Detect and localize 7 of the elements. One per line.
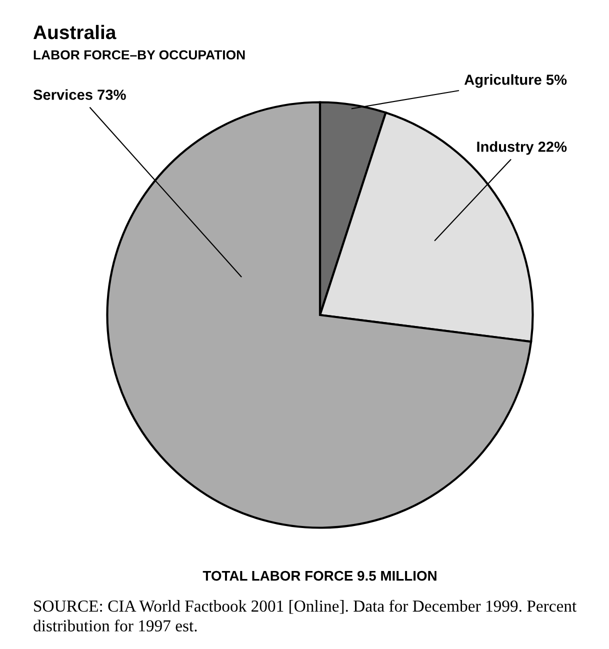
chart-title: Australia bbox=[33, 24, 116, 40]
source-note: SOURCE: CIA World Factbook 2001 [Online]. Data for December 1999. Percent distribution for 1997 est. bbox=[34, 600, 577, 632]
chart-subtitle: LABOR FORCE–BY OCCUPATION bbox=[34, 50, 245, 60]
slice-label: Industry 22% bbox=[477, 141, 567, 155]
slice-label: Services 73% bbox=[33, 89, 126, 100]
slice-label: Agriculture 5% bbox=[464, 74, 567, 88]
text: TOTAL LABOR FORCE 9.5 MILLION bbox=[202, 570, 436, 581]
